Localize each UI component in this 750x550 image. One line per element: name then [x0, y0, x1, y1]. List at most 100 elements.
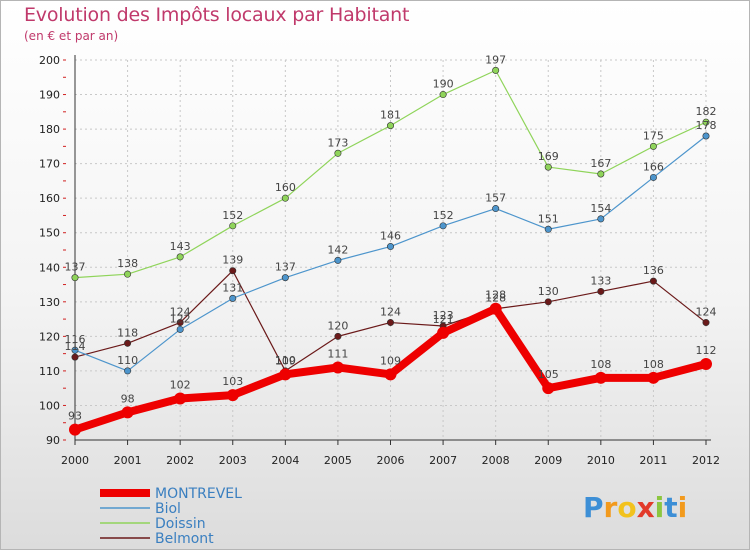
data-point — [281, 194, 289, 202]
data-label: 169 — [538, 150, 559, 163]
data-label: 122 — [170, 312, 191, 325]
data-label: 182 — [696, 105, 717, 118]
data-label: 105 — [538, 368, 559, 381]
data-point — [69, 423, 81, 436]
data-label: 139 — [222, 254, 243, 267]
data-point — [544, 163, 552, 171]
x-tick-label: 2008 — [482, 454, 510, 467]
data-label: 143 — [170, 240, 191, 253]
y-tick-label: 140 — [39, 261, 60, 274]
data-point — [334, 149, 342, 157]
data-point — [229, 267, 237, 275]
data-point — [71, 274, 79, 282]
data-point — [649, 277, 657, 285]
data-point — [489, 302, 502, 315]
data-label: 109 — [380, 354, 401, 367]
data-point — [121, 406, 134, 419]
data-label: 152 — [222, 209, 243, 222]
data-point — [702, 132, 710, 140]
data-point — [176, 325, 184, 333]
data-point — [124, 270, 132, 278]
x-tick-label: 2012 — [692, 454, 720, 467]
data-point — [334, 332, 342, 340]
x-tick-label: 2000 — [61, 454, 89, 467]
data-point — [492, 205, 500, 213]
data-point — [649, 142, 657, 150]
chart-subtitle: (en € et par an) — [24, 29, 119, 43]
data-label: 152 — [433, 209, 454, 222]
data-label: 111 — [327, 347, 348, 360]
legend-label-doissin: Doissin — [155, 516, 206, 532]
data-point — [226, 389, 239, 402]
data-point — [700, 358, 712, 370]
x-tick-label: 2011 — [639, 454, 667, 467]
data-label: 154 — [590, 202, 611, 215]
data-point — [597, 215, 605, 223]
x-tick-label: 2001 — [114, 454, 142, 467]
data-label: 102 — [170, 379, 191, 392]
data-label: 124 — [380, 306, 401, 319]
data-point — [647, 371, 660, 384]
legend-label-montrevel: MONTREVEL — [155, 486, 242, 502]
proxiti-logo: Proxiti — [583, 491, 687, 524]
data-label: 197 — [485, 53, 506, 66]
data-point — [279, 368, 292, 381]
data-label: 181 — [380, 109, 401, 122]
data-point — [176, 319, 184, 327]
x-tick-label: 2005 — [324, 454, 352, 467]
data-point — [384, 368, 397, 381]
data-label: 146 — [380, 230, 401, 243]
data-label: 116 — [65, 333, 86, 346]
x-tick-label: 2007 — [429, 454, 457, 467]
data-label: 151 — [538, 212, 559, 225]
y-tick-label: 120 — [39, 330, 60, 343]
y-tick-label: 200 — [39, 54, 60, 67]
y-tick-label: 160 — [39, 192, 60, 205]
data-point — [386, 243, 394, 251]
logo-letter: o — [617, 491, 636, 524]
data-label: 175 — [643, 129, 664, 142]
data-label: 173 — [327, 136, 348, 149]
logo-letter: i — [655, 491, 665, 524]
data-point — [439, 91, 447, 99]
data-point — [597, 170, 605, 178]
data-label: 166 — [643, 160, 664, 173]
data-point — [71, 346, 79, 354]
data-point — [334, 256, 342, 264]
y-tick-label: 110 — [39, 365, 60, 378]
data-point — [386, 122, 394, 130]
data-label: 118 — [117, 326, 138, 339]
data-label: 167 — [590, 157, 611, 170]
data-point — [649, 173, 657, 181]
data-point — [174, 392, 187, 405]
data-point — [229, 222, 237, 230]
logo-letter: r — [604, 491, 618, 524]
y-tick-label: 90 — [46, 434, 60, 447]
axes: 90 100 110 120 130 140 150 160 170 180 190 200 2000 2… — [39, 54, 720, 467]
data-label: 108 — [643, 358, 664, 371]
data-label: 138 — [117, 257, 138, 270]
y-tick-label: 150 — [39, 227, 60, 240]
data-point — [597, 287, 605, 295]
data-point — [702, 118, 710, 126]
data-label: 136 — [643, 264, 664, 277]
data-label: 121 — [433, 313, 454, 326]
chart-title: Evolution des Impôts locaux par Habitant — [24, 4, 410, 26]
logo-letter: x — [637, 491, 655, 524]
data-point — [281, 274, 289, 282]
legend-label-belmont: Belmont — [155, 531, 214, 547]
series-layer — [69, 66, 712, 436]
data-label: 123 — [433, 309, 454, 322]
data-label: 108 — [590, 358, 611, 371]
data-point — [439, 222, 447, 230]
data-point — [331, 361, 344, 374]
data-point — [124, 367, 132, 375]
x-tick-label: 2010 — [587, 454, 615, 467]
data-point — [229, 294, 237, 302]
data-label: 98 — [121, 392, 135, 405]
data-label: 120 — [327, 319, 348, 332]
x-tick-label: 2002 — [166, 454, 194, 467]
